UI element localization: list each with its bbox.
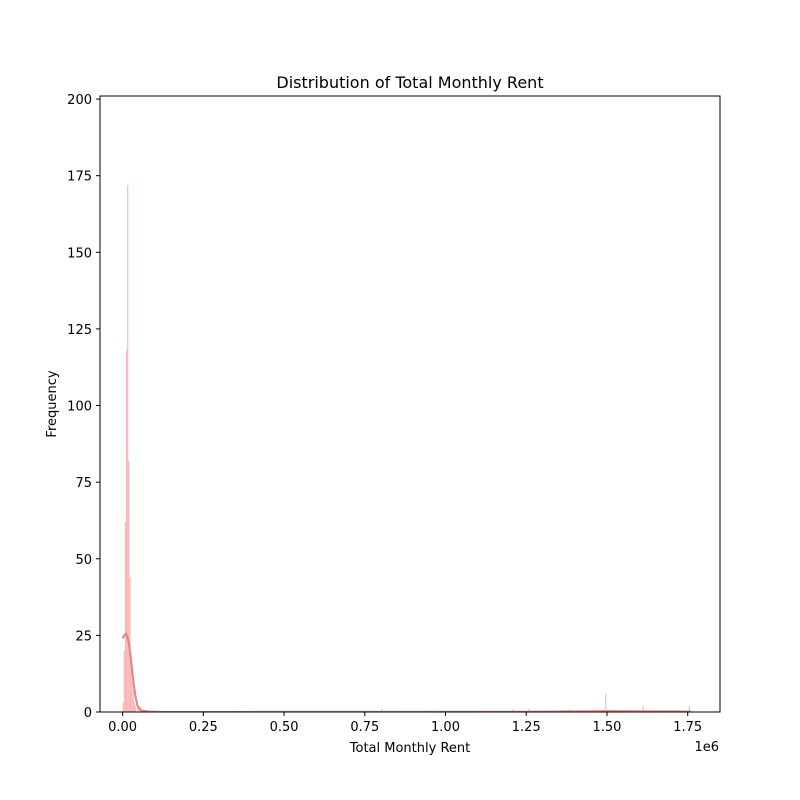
y-tick-label: 0 — [84, 706, 92, 721]
x-axis-label: Total Monthly Rent — [349, 741, 470, 756]
x-axis-offset-label: 1e6 — [694, 740, 719, 755]
histogram-bar — [127, 184, 129, 712]
x-tick-label: 0.75 — [350, 720, 379, 735]
chart-title: Distribution of Total Monthly Rent — [276, 73, 543, 92]
axes: 0.00 0.25 0.50 0.75 1.00 1.25 1.50 1.75 0 25 50 75 1… — [67, 93, 721, 735]
histogram-bar — [133, 702, 136, 712]
histogram-bar — [130, 669, 132, 712]
y-tick-label: 175 — [67, 170, 92, 185]
histogram-bar — [512, 708, 514, 712]
x-tick-label: 1.00 — [431, 720, 460, 735]
x-tick-label: 1.50 — [593, 720, 622, 735]
histogram-bar — [125, 350, 128, 712]
axes-frame — [99, 95, 721, 713]
histogram-bar — [122, 702, 124, 712]
y-tick-label: 50 — [75, 553, 92, 568]
histogram-bar — [381, 708, 383, 712]
histogram-bar — [688, 705, 690, 712]
y-axis-label: Frequency — [45, 370, 60, 437]
histogram-bar — [124, 521, 126, 712]
x-tick-label: 0.00 — [108, 720, 137, 735]
x-tick-label: 1.25 — [512, 720, 541, 735]
x-tick-label: 0.50 — [270, 720, 299, 735]
y-tick-label: 150 — [67, 246, 92, 261]
y-tick-label: 100 — [67, 400, 92, 415]
histogram-bar — [137, 708, 139, 712]
histogram-bar — [131, 681, 133, 712]
y-tick-label: 75 — [75, 476, 92, 491]
x-tick-label: 1.75 — [673, 720, 702, 735]
histogram-bar — [128, 460, 130, 712]
histogram-bar — [135, 705, 137, 712]
y-tick-label: 200 — [67, 93, 92, 108]
y-tick-label: 25 — [75, 629, 92, 644]
histogram-bar — [123, 650, 125, 712]
y-tick-label: 125 — [67, 323, 92, 338]
histogram-bar — [528, 708, 530, 712]
histogram-bar — [642, 705, 644, 712]
x-tick-label: 0.25 — [189, 720, 218, 735]
histogram-bar — [605, 693, 607, 712]
histogram-bar — [132, 690, 134, 712]
